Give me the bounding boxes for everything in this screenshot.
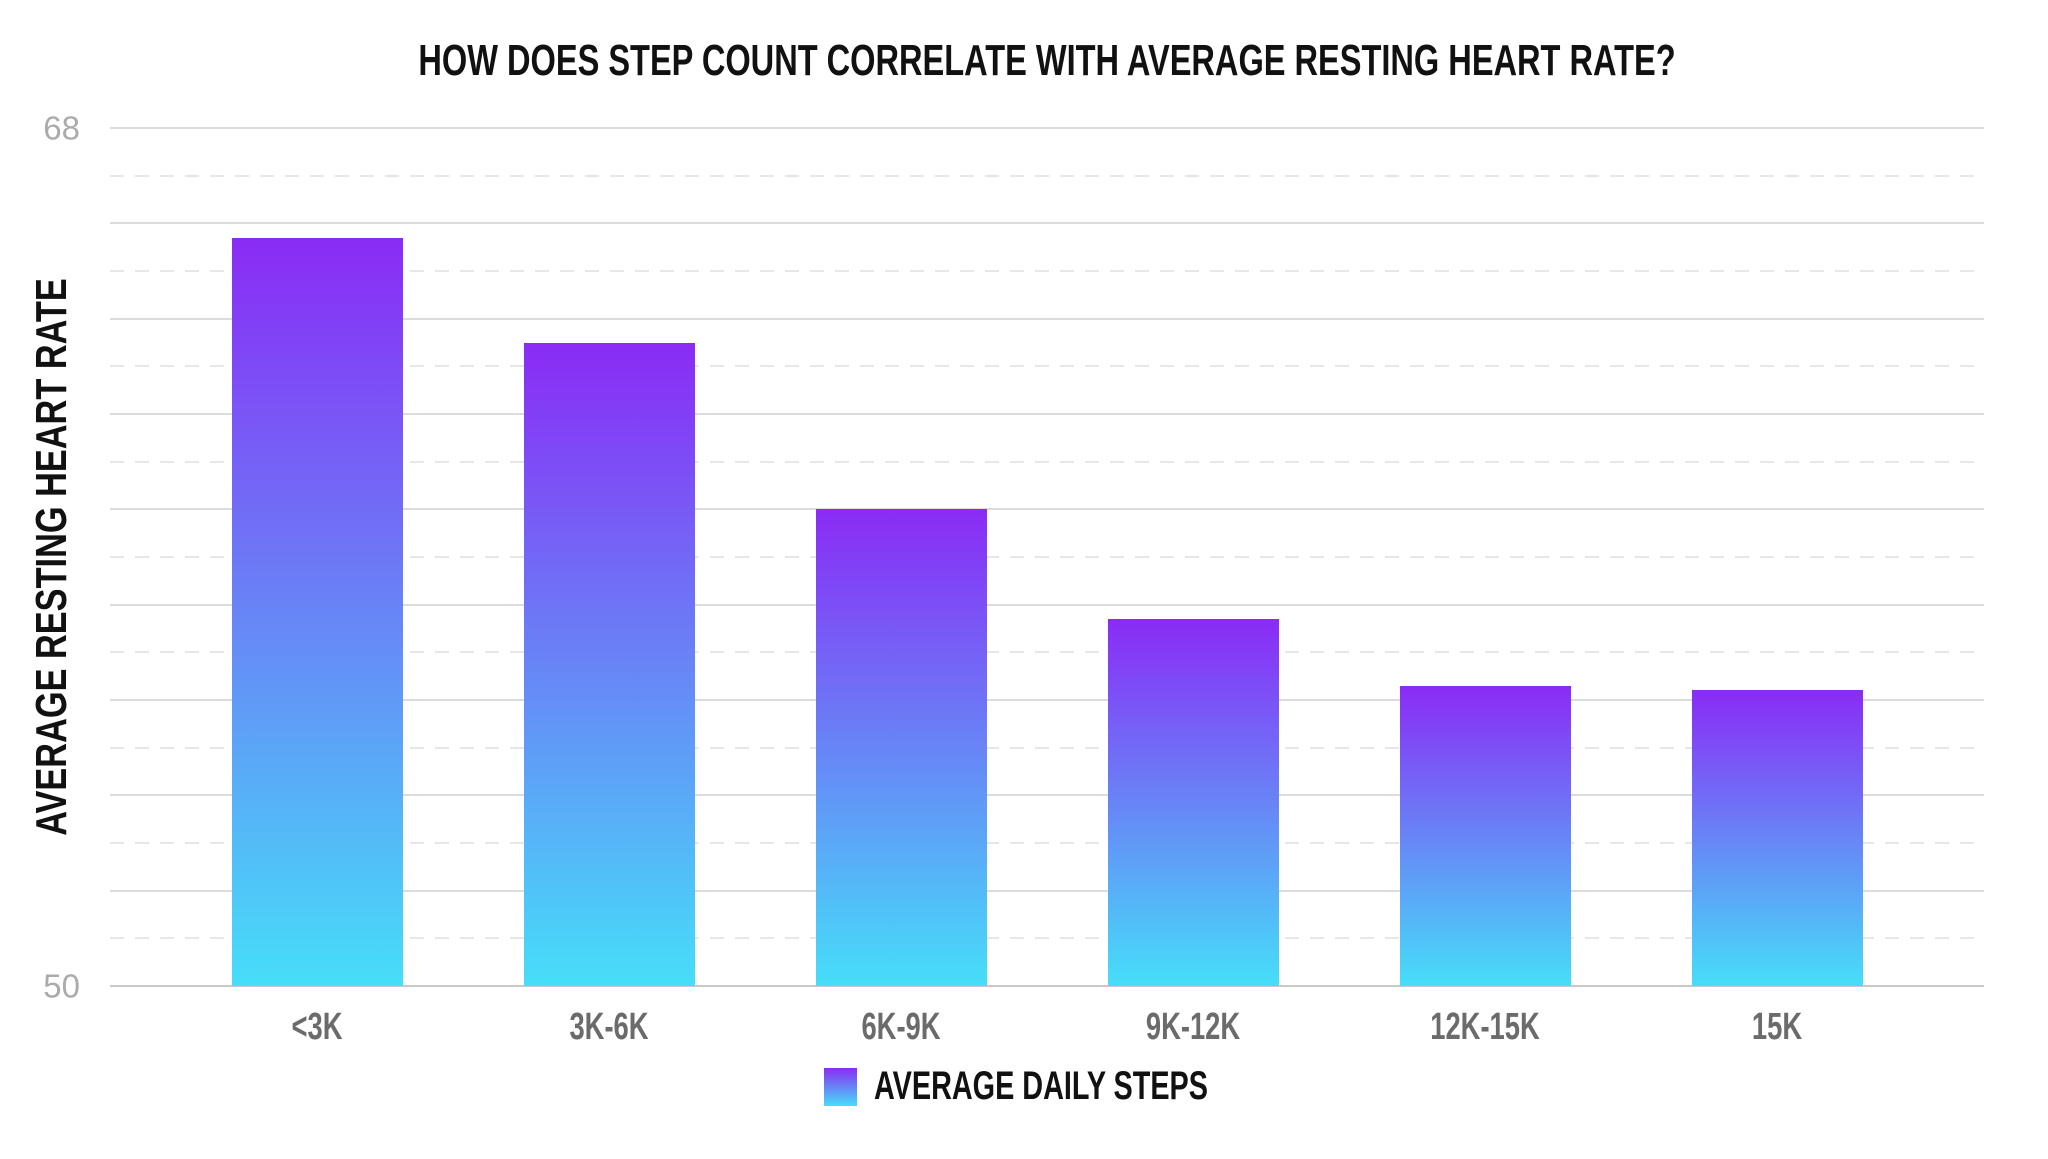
x-tick-label-text: 15K	[1751, 1006, 1803, 1048]
bar-9K-12K	[1107, 618, 1279, 986]
gridline-52	[110, 889, 1984, 892]
gridline-53	[110, 842, 1984, 844]
bar-6K-9K	[815, 509, 987, 986]
legend-gradient-swatch	[824, 1067, 857, 1106]
x-tick-label-12K-15K: 12K-15K	[1409, 1006, 1561, 1049]
x-tick-label-3K-6K: 3K-6K	[554, 1006, 664, 1049]
gridline-58	[110, 603, 1984, 606]
gridline-51	[110, 937, 1984, 940]
x-tick-label-9K-12K: 9K-12K	[1128, 1006, 1259, 1049]
gridline-57	[110, 651, 1984, 654]
gridline-67	[110, 174, 1984, 177]
bar-<3K	[231, 237, 403, 986]
x-tick-label-6K-9K: 6K-9K	[846, 1006, 956, 1049]
gridline-63	[110, 365, 1984, 368]
y-tick-label-50: 50	[43, 967, 80, 1005]
gridline-65	[110, 270, 1984, 272]
gridline-64	[110, 317, 1984, 320]
gridline-66	[110, 222, 1984, 225]
gridline-59	[110, 556, 1984, 558]
chart-title: HOW DOES STEP COUNT CORRELATE WITH AVERA…	[198, 36, 1897, 86]
x-tick-label-text: 12K-15K	[1430, 1006, 1540, 1048]
gridline-54	[110, 794, 1984, 797]
bar-15K	[1691, 690, 1863, 986]
y-tick-label-68: 68	[43, 109, 80, 147]
y-axis-title: AVERAGE RESTING HEART RATE	[27, 200, 77, 915]
gridline-60	[110, 508, 1984, 511]
x-tick-label-15K: 15K	[1742, 1006, 1812, 1049]
x-tick-label-text: 3K-6K	[569, 1006, 649, 1048]
x-tick-label-text: 6K-9K	[861, 1006, 941, 1048]
gridline-50	[110, 985, 1984, 987]
chart-title-text: HOW DOES STEP COUNT CORRELATE WITH AVERA…	[418, 36, 1676, 85]
bar-3K-6K	[523, 342, 695, 986]
gridline-55	[110, 746, 1984, 749]
gridline-68	[110, 127, 1984, 129]
legend: AVERAGE DAILY STEPS	[824, 1064, 1338, 1109]
x-tick-label-text: <3K	[291, 1006, 343, 1048]
gridline-62	[110, 413, 1984, 415]
gridline-61	[110, 460, 1984, 463]
bar-12K-15K	[1399, 685, 1571, 986]
x-tick-label-<3K: <3K	[282, 1006, 353, 1049]
y-axis-title-text: AVERAGE RESTING HEART RATE	[27, 278, 76, 836]
legend-label: AVERAGE DAILY STEPS	[874, 1064, 1338, 1109]
x-tick-label-text: 9K-12K	[1145, 1006, 1241, 1048]
plot-area: 68 50 <3K 3K-6K 6K-9K 9K-12K 12K-15K 15K	[43, 112, 1984, 1048]
gridline-56	[110, 699, 1984, 701]
legend-label-text: AVERAGE DAILY STEPS	[874, 1064, 1208, 1108]
